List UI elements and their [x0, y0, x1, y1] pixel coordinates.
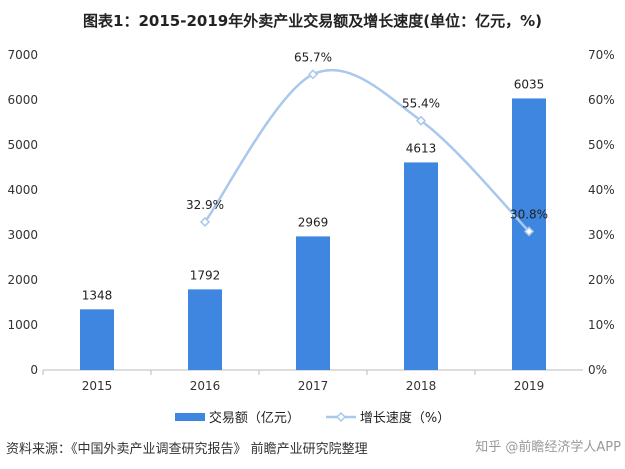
legend-item-line: 增长速度（%） [325, 407, 451, 426]
y-tick-label: 6000 [7, 93, 38, 107]
y-tick-label: 1000 [7, 318, 38, 332]
line-marker [199, 216, 211, 228]
bar [404, 162, 438, 370]
legend-line-label: 增长速度（%） [359, 411, 451, 426]
x-tick-label: 2017 [298, 379, 329, 393]
x-tick-label: 2016 [190, 379, 221, 393]
line-data-label: 30.8% [510, 207, 548, 221]
y-tick-label: 4000 [7, 183, 38, 197]
bar-data-label: 6035 [514, 77, 545, 91]
line-data-label: 55.4% [402, 97, 440, 111]
bar [80, 309, 114, 370]
y2-tick-label: 60% [588, 93, 615, 107]
y2-tick-label: 20% [588, 273, 615, 287]
chart-title: 图表1：2015-2019年外卖产业交易额及增长速度(单位：亿元，%) [83, 12, 542, 30]
x-tick-label: 2018 [406, 379, 437, 393]
y-tick-label: 5000 [7, 138, 38, 152]
y-tick-label: 3000 [7, 228, 38, 242]
line-marker [415, 115, 427, 126]
line-marker [523, 226, 535, 237]
bar-data-label: 4613 [406, 141, 437, 155]
line-data-label: 32.9% [186, 198, 224, 212]
legend-bar-swatch [174, 412, 205, 421]
line-marker [307, 69, 319, 80]
y-tick-label: 7000 [7, 48, 38, 62]
bar-data-label: 1348 [82, 288, 113, 302]
y2-tick-label: 70% [588, 48, 615, 62]
legend-bar-label: 交易额（亿元） [208, 411, 300, 426]
y-tick-label: 0 [30, 363, 38, 377]
legend-item-bar: 交易额（亿元） [174, 407, 300, 426]
bar-data-label: 2969 [298, 215, 329, 229]
y-tick-label: 2000 [7, 273, 38, 287]
x-tick-label: 2019 [514, 379, 545, 393]
y2-tick-label: 30% [588, 228, 615, 242]
growth-line [203, 68, 530, 233]
watermark: 知乎 @前瞻经济学人APP [475, 440, 621, 455]
legend-line-swatch [325, 411, 356, 422]
line-data-label: 65.7% [294, 50, 332, 64]
legend: 交易额（亿元） 增长速度（%） [0, 407, 625, 426]
y2-tick-label: 50% [588, 138, 615, 152]
y2-tick-label: 10% [588, 318, 615, 332]
y2-tick-label: 0% [588, 363, 607, 377]
source-note: 资料来源：《中国外卖产业调查研究报告》 前瞻产业研究院整理 [6, 442, 368, 457]
bar-data-label: 1792 [190, 268, 221, 282]
x-tick-label: 2015 [82, 379, 113, 393]
y2-tick-label: 40% [588, 183, 615, 197]
bar [296, 236, 330, 370]
bar [188, 289, 222, 370]
